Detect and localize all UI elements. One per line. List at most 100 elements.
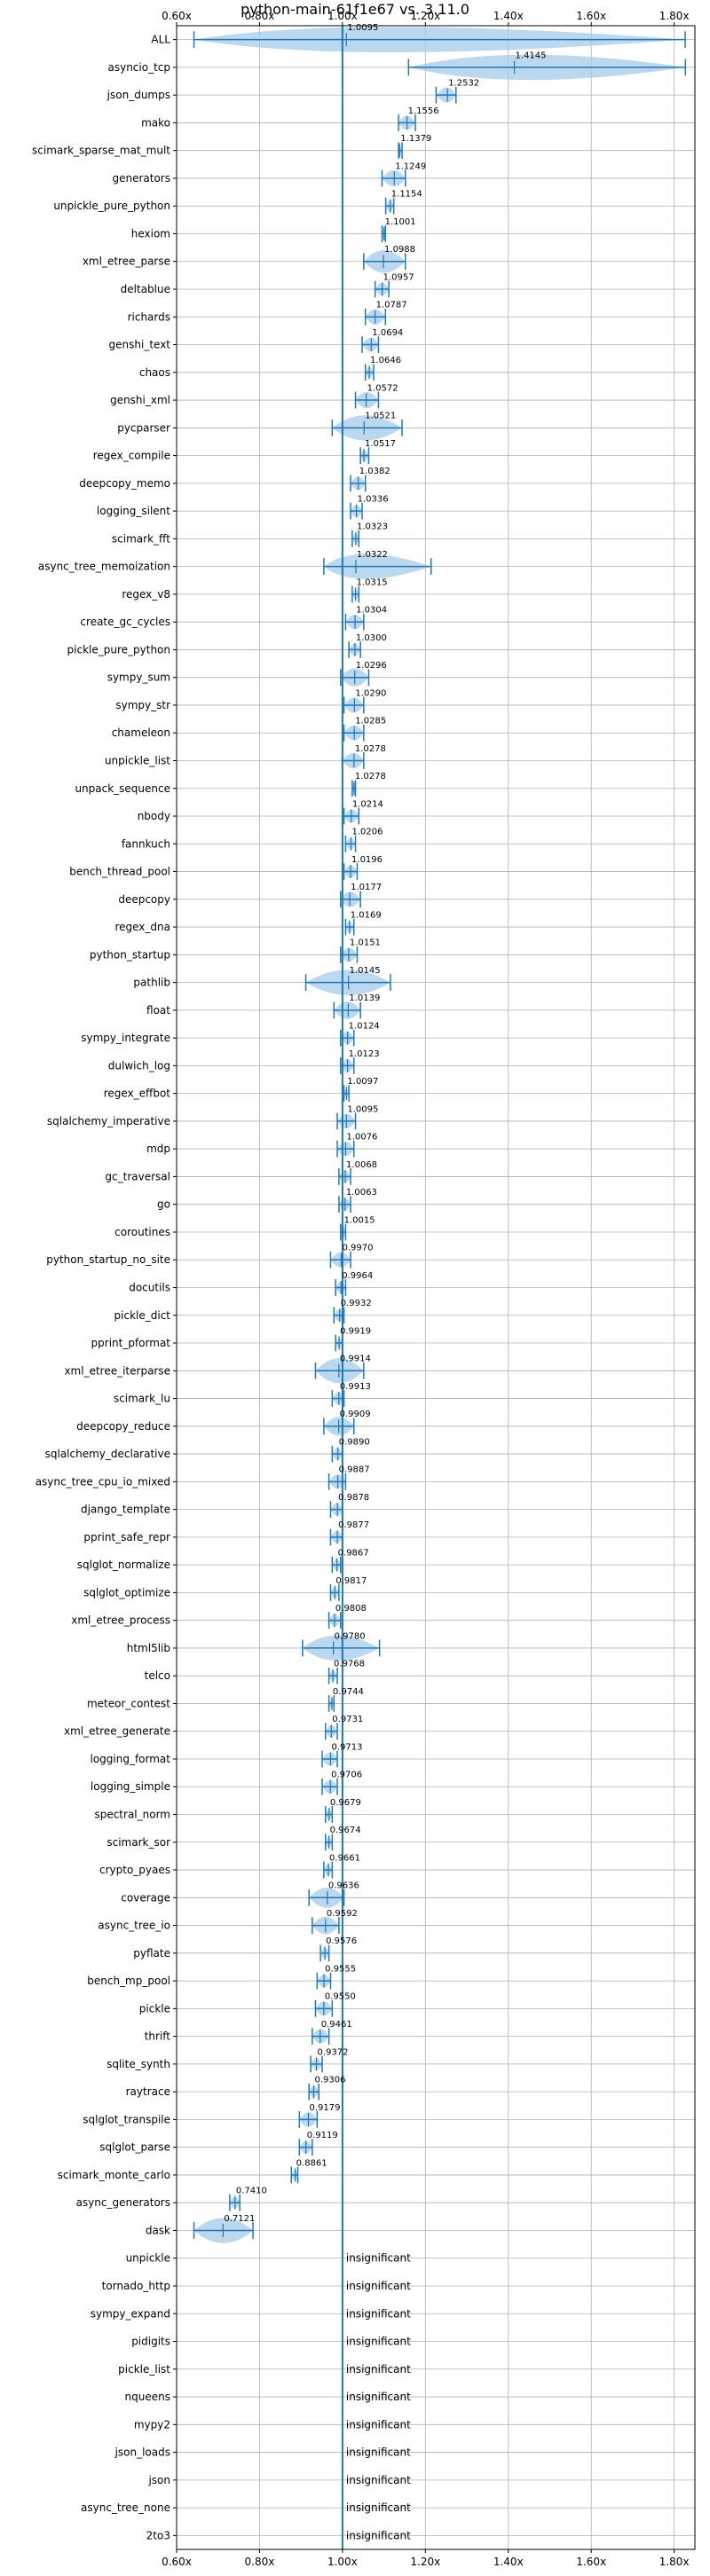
value-label: 0.9867 — [338, 1549, 369, 1559]
y-tick-label: pycparser — [117, 421, 170, 434]
y-tick-label: dulwich_log — [108, 1059, 170, 1072]
y-tick-label: docutils — [129, 1282, 170, 1294]
value-label: 1.0278 — [355, 744, 386, 754]
y-tick-label: mako — [141, 116, 170, 129]
y-tick-label: float — [146, 1004, 170, 1017]
value-label: 1.1154 — [391, 190, 422, 200]
value-label: 0.9964 — [342, 1271, 373, 1281]
insignificant-label: insignificant — [346, 2418, 411, 2431]
value-label: 0.9706 — [331, 1771, 362, 1780]
y-tick-label: sqlglot_optimize — [83, 1586, 170, 1598]
y-tick-label: regex_effbot — [104, 1088, 171, 1100]
y-tick-label: richards — [128, 310, 170, 323]
value-label: 0.9550 — [325, 1992, 356, 2002]
insignificant-label: insignificant — [346, 2391, 411, 2403]
value-label: 1.0646 — [370, 356, 401, 365]
y-tick-label: coverage — [121, 1891, 170, 1904]
y-tick-label: async_tree_none — [81, 2501, 170, 2514]
value-label: 0.9919 — [340, 1326, 371, 1336]
value-label: 0.9179 — [310, 2103, 341, 2113]
x-tick-label-top: 1.40x — [493, 10, 524, 22]
y-tick-label: sympy_sum — [107, 671, 170, 684]
value-label: 1.0290 — [355, 688, 386, 698]
y-tick-label: nqueens — [125, 2391, 170, 2403]
y-tick-label: pickle_list — [118, 2363, 170, 2376]
y-tick-label: sqlglot_parse — [99, 2141, 170, 2154]
y-tick-label: deltablue — [121, 283, 170, 295]
value-label: 1.0123 — [349, 1049, 380, 1059]
x-tick-label-top: 1.20x — [410, 10, 440, 22]
y-tick-label: tornado_http — [102, 2280, 170, 2292]
y-tick-label: crypto_pyaes — [99, 1864, 170, 1876]
value-label: 1.0095 — [347, 1104, 378, 1114]
value-label: 1.0322 — [357, 550, 388, 560]
x-tick-label-top: 0.80x — [245, 10, 275, 22]
value-label: 0.9877 — [338, 1520, 369, 1530]
y-tick-label: scimark_sparse_mat_mult — [32, 145, 170, 157]
y-tick-label: 2to3 — [146, 2529, 170, 2541]
value-label: 1.0296 — [356, 661, 387, 671]
value-label: 0.9768 — [334, 1660, 365, 1669]
y-tick-label: spectral_norm — [94, 1809, 170, 1821]
y-tick-label: pickle_dict — [114, 1309, 171, 1322]
insignificant-label: insignificant — [346, 2501, 411, 2514]
value-label: 0.9817 — [335, 1576, 367, 1586]
y-tick-label: chameleon — [112, 726, 170, 739]
y-tick-label: regex_compile — [93, 450, 170, 462]
insignificant-label: insignificant — [346, 2307, 411, 2320]
y-tick-label: sqlite_synth — [106, 2058, 170, 2070]
y-tick-label: genshi_xml — [110, 394, 170, 406]
value-label: 0.9461 — [321, 2020, 352, 2030]
value-label: 1.0323 — [357, 522, 388, 532]
x-tick-label-bottom: 0.80x — [245, 2556, 275, 2568]
y-tick-label: pathlib — [133, 977, 170, 989]
y-tick-label: sympy_integrate — [81, 1032, 170, 1044]
value-label: 0.9119 — [307, 2131, 338, 2140]
y-tick-label: unpack_sequence — [75, 782, 170, 795]
value-label: 1.1249 — [395, 161, 426, 171]
value-label: 1.1379 — [400, 134, 431, 144]
value-label: 0.7410 — [236, 2187, 267, 2196]
y-tick-label: ALL — [151, 34, 170, 46]
y-tick-label: deepcopy_reduce — [76, 1420, 170, 1433]
y-tick-label: unpickle — [126, 2252, 170, 2265]
value-label: 0.9914 — [340, 1355, 371, 1364]
y-tick-label: python_startup — [90, 948, 170, 961]
chart-title: python-main-61f1e67 vs. 3.11.0 — [241, 1, 469, 18]
value-label: 0.9679 — [330, 1798, 361, 1808]
y-tick-label: pidigits — [131, 2336, 170, 2348]
value-label: 1.0068 — [346, 1160, 377, 1170]
y-tick-label: sympy_str — [115, 699, 170, 711]
value-label: 1.1001 — [385, 217, 416, 227]
y-tick-label: scimark_fft — [112, 532, 170, 545]
grid-layer — [176, 26, 695, 2549]
y-tick-label: logging_simple — [91, 1780, 170, 1793]
value-label: 1.0139 — [349, 993, 380, 1003]
y-tick-label: django_template — [81, 1504, 170, 1516]
value-label: 1.0196 — [351, 855, 383, 865]
y-tick-label: gc_traversal — [105, 1170, 170, 1182]
y-tick-label: deepcopy — [118, 893, 170, 906]
value-label: 1.0787 — [376, 301, 407, 310]
value-label: 1.0382 — [359, 467, 390, 476]
value-label: 0.9592 — [327, 1909, 358, 1919]
value-label: 0.8861 — [296, 2158, 327, 2168]
x-tick-label-top: 1.60x — [576, 10, 606, 22]
y-tick-label: pyflate — [133, 1947, 170, 1959]
y-tick-label: mdp — [146, 1143, 170, 1155]
x-tick-label-bottom: 0.60x — [162, 2556, 192, 2568]
x-tick-label-bottom: 1.00x — [327, 2556, 358, 2568]
value-label: 1.0694 — [372, 328, 403, 338]
y-tick-label: go — [157, 1198, 170, 1211]
value-label: 0.9555 — [325, 1964, 356, 1974]
y-tick-label: sympy_expand — [91, 2307, 170, 2320]
y-tick-label: pickle_pure_python — [67, 643, 170, 656]
y-tick-label: mypy2 — [134, 2418, 170, 2431]
value-label: 1.0336 — [358, 494, 389, 504]
value-label: 1.2532 — [448, 79, 479, 89]
y-tick-label: xml_etree_generate — [64, 1725, 170, 1738]
insignificant-label: insignificant — [346, 2280, 411, 2292]
value-label: 1.0300 — [356, 633, 387, 643]
